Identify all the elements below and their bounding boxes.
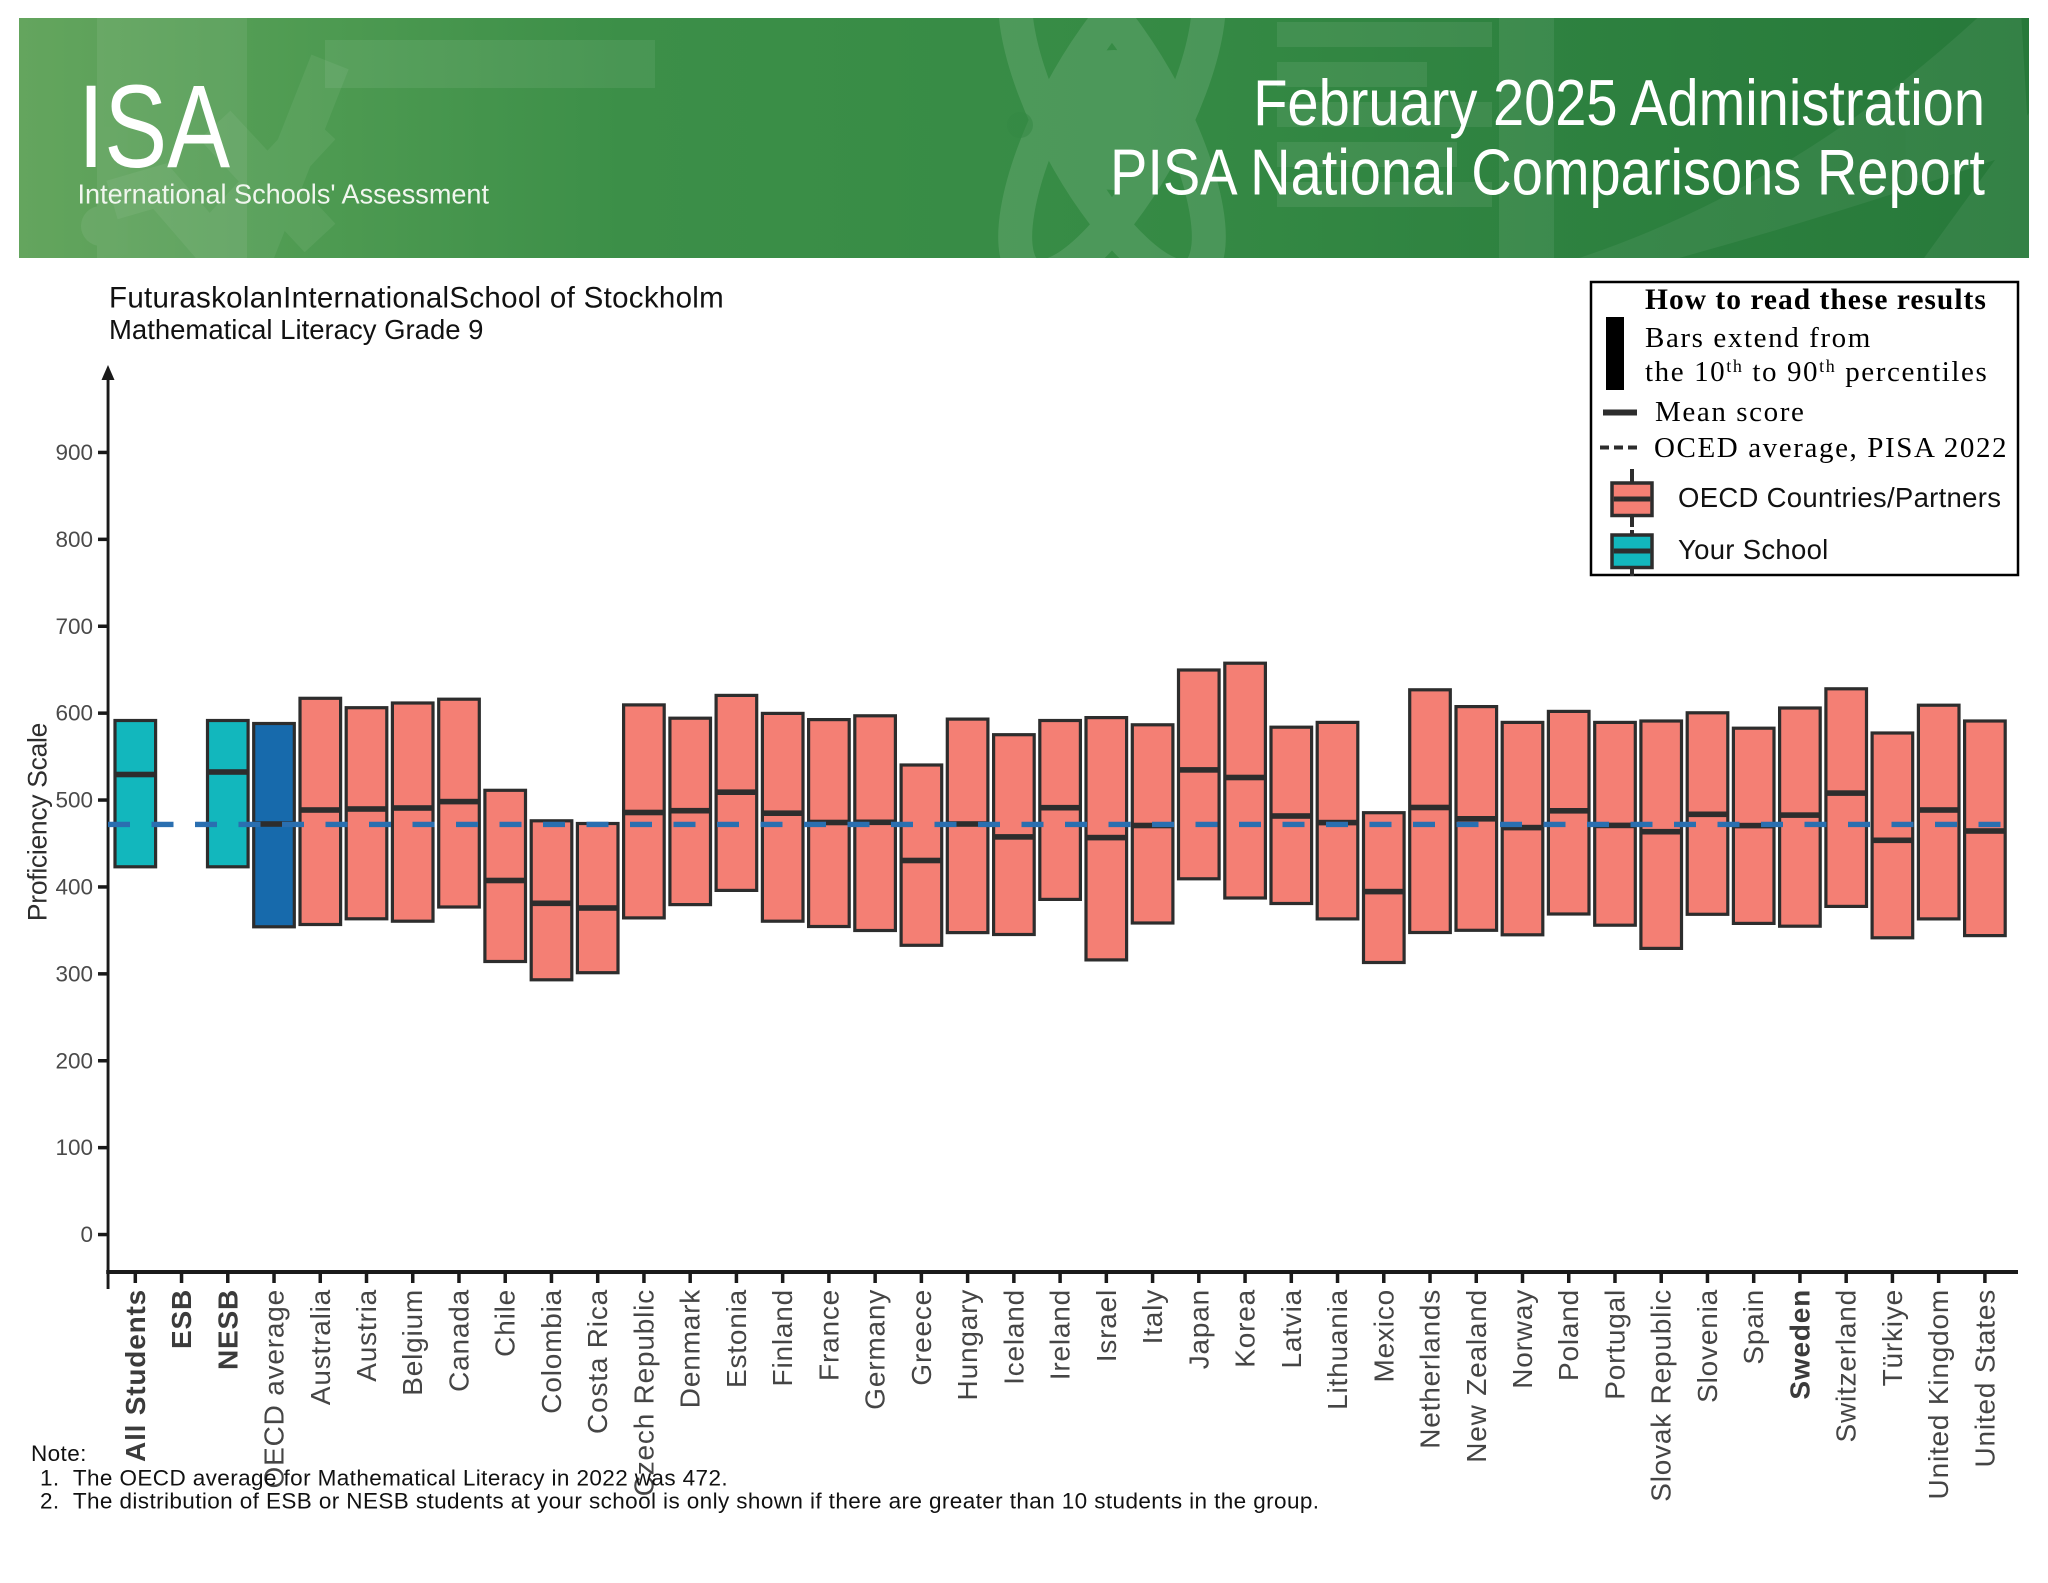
svg-text:ISA: ISA: [78, 60, 231, 193]
svg-text:OECD average: OECD average: [259, 1289, 290, 1488]
svg-text:Colombia: Colombia: [536, 1289, 567, 1414]
svg-text:International Schools' Assessm: International Schools' Assessment: [78, 178, 490, 209]
svg-text:Latvia: Latvia: [1276, 1289, 1307, 1369]
svg-text:New Zealand: New Zealand: [1461, 1289, 1492, 1463]
svg-text:Portugal: Portugal: [1600, 1289, 1631, 1400]
svg-text:Netherlands: Netherlands: [1415, 1289, 1446, 1449]
svg-text:Lithuania: Lithuania: [1322, 1289, 1353, 1410]
svg-text:Italy: Italy: [1137, 1289, 1168, 1344]
svg-text:United States: United States: [1969, 1289, 2000, 1468]
svg-text:Canada: Canada: [444, 1289, 475, 1392]
svg-text:Korea: Korea: [1230, 1289, 1261, 1368]
svg-text:400: 400: [55, 875, 93, 900]
svg-text:Türkiye: Türkiye: [1877, 1289, 1908, 1386]
svg-text:Costa Rica: Costa Rica: [582, 1289, 613, 1434]
svg-text:Austria: Austria: [351, 1289, 382, 1382]
svg-text:Iceland: Iceland: [998, 1289, 1029, 1385]
svg-text:Hungary: Hungary: [952, 1289, 983, 1400]
svg-text:All Students: All Students: [120, 1289, 151, 1462]
svg-text:Slovenia: Slovenia: [1692, 1289, 1723, 1403]
svg-text:800: 800: [55, 527, 93, 552]
svg-text:ESB: ESB: [166, 1289, 197, 1349]
svg-text:Mathematical Literacy Grade 9: Mathematical Literacy Grade 9: [109, 314, 483, 345]
svg-text:Japan: Japan: [1183, 1289, 1214, 1369]
svg-text:500: 500: [55, 788, 93, 813]
svg-text:700: 700: [55, 614, 93, 639]
svg-text:Czech Republic: Czech Republic: [628, 1289, 659, 1496]
svg-text:Proficiency Scale: Proficiency Scale: [23, 723, 53, 921]
svg-text:FuturaskolanInternationalSchoo: FuturaskolanInternationalSchool of Stock…: [109, 282, 724, 315]
svg-text:February 2025 Administration: February 2025 Administration: [1253, 66, 1985, 139]
svg-text:Ireland: Ireland: [1045, 1289, 1076, 1380]
svg-text:2. The distribution of ESB or: 2. The distribution of ESB or NESB stude…: [40, 1489, 1319, 1514]
svg-text:OECD Countries/Partners: OECD Countries/Partners: [1678, 482, 2001, 513]
svg-text:France: France: [813, 1289, 844, 1381]
svg-text:Denmark: Denmark: [675, 1289, 706, 1408]
svg-text:1. The OECD average for Mathe: 1. The OECD average for Mathematical Lit…: [40, 1466, 728, 1491]
svg-text:the 10th to 90th percentiles: the 10th to 90th percentiles: [1645, 356, 1988, 388]
svg-text:Mean score: Mean score: [1655, 396, 1805, 428]
svg-text:Chile: Chile: [490, 1289, 521, 1357]
svg-text:Australia: Australia: [305, 1289, 336, 1405]
svg-text:Belgium: Belgium: [397, 1289, 428, 1396]
svg-text:Estonia: Estonia: [721, 1289, 752, 1388]
svg-text:Sweden: Sweden: [1784, 1289, 1815, 1400]
svg-text:600: 600: [55, 701, 93, 726]
svg-text:Greece: Greece: [906, 1289, 937, 1386]
svg-text:Your School: Your School: [1678, 534, 1829, 565]
svg-text:Germany: Germany: [860, 1289, 891, 1410]
svg-text:United Kingdom: United Kingdom: [1923, 1289, 1954, 1499]
svg-text:300: 300: [55, 961, 93, 986]
svg-text:Mexico: Mexico: [1368, 1289, 1399, 1383]
svg-text:Israel: Israel: [1091, 1289, 1122, 1362]
svg-text:Slovak Republic: Slovak Republic: [1646, 1289, 1677, 1502]
svg-text:Spain: Spain: [1738, 1289, 1769, 1365]
svg-text:Bars extend from: Bars extend from: [1645, 322, 1872, 354]
svg-text:200: 200: [55, 1048, 93, 1073]
svg-text:PISA National Comparisons Repo: PISA National Comparisons Report: [1110, 136, 1985, 209]
svg-text:Note:: Note:: [31, 1441, 87, 1466]
svg-text:100: 100: [55, 1135, 93, 1160]
svg-text:Poland: Poland: [1553, 1289, 1584, 1381]
svg-text:OCED average, PISA 2022: OCED average, PISA 2022: [1654, 432, 2008, 464]
svg-text:How to read these results: How to read these results: [1645, 284, 1987, 316]
svg-text:0: 0: [80, 1222, 93, 1247]
svg-text:Finland: Finland: [767, 1289, 798, 1386]
svg-text:900: 900: [55, 440, 93, 465]
svg-text:NESB: NESB: [212, 1289, 243, 1370]
svg-text:Norway: Norway: [1507, 1289, 1538, 1389]
svg-text:Switzerland: Switzerland: [1831, 1289, 1862, 1443]
